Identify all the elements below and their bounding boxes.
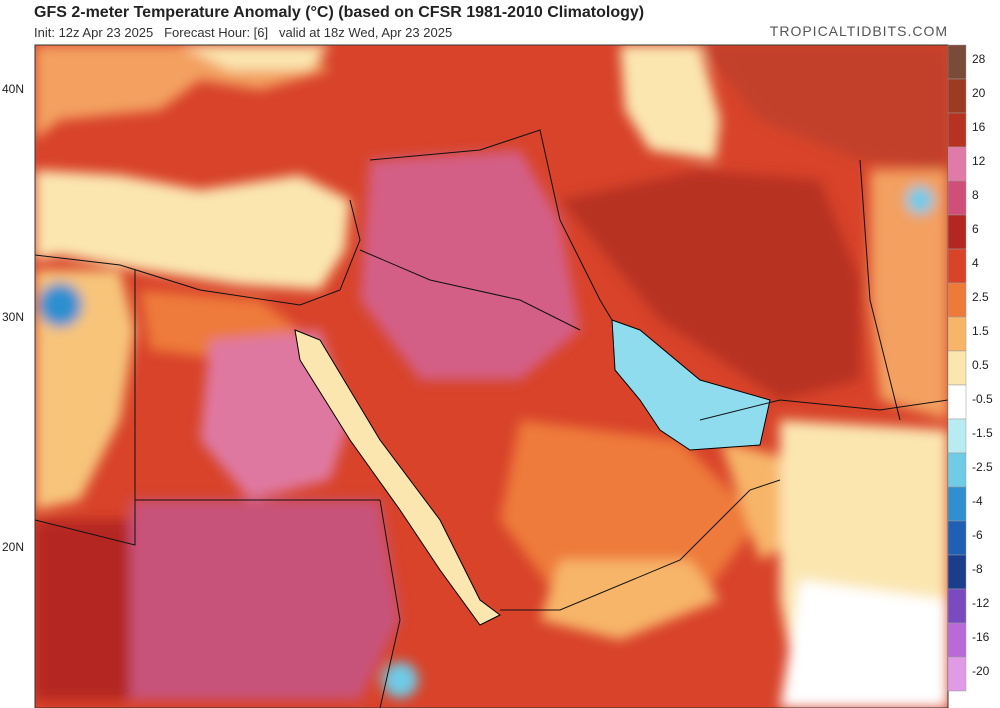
title: GFS 2-meter Temperature Anomaly (°C) (ba… <box>34 4 645 21</box>
cool-spot <box>38 283 82 327</box>
colorbar-swatch <box>947 418 967 454</box>
caspian-sea <box>620 45 720 160</box>
border <box>35 270 136 546</box>
border <box>379 499 401 708</box>
colorbar-swatch <box>947 78 967 114</box>
lat-label: 40N <box>2 82 25 96</box>
arabia-south <box>500 420 760 600</box>
source: TROPICALTIDBITS.COM <box>769 23 948 39</box>
persian-gulf <box>611 319 771 451</box>
colorbar-label: -20 <box>972 664 990 678</box>
colorbar-swatch <box>947 350 967 386</box>
colorbar-label: 28 <box>972 52 986 66</box>
colorbar-label: -6 <box>972 528 983 542</box>
colorbar-swatch <box>947 384 967 420</box>
colorbar-label: -1.5 <box>972 426 993 440</box>
colorbar-label: -0.5 <box>972 392 993 406</box>
anomaly-area <box>700 45 948 170</box>
iran-warm <box>560 170 860 400</box>
colorbar-swatch <box>947 180 967 216</box>
colorbar-swatch <box>947 44 967 80</box>
red-sea <box>294 329 501 626</box>
colorbar-label: 2.5 <box>972 290 989 304</box>
cool-spot <box>382 662 418 698</box>
colorbar-label: 0.5 <box>972 358 989 372</box>
colorbar-label: 6 <box>972 222 979 236</box>
borders <box>35 129 948 708</box>
colorbar-swatch <box>947 146 967 182</box>
black-sea <box>180 45 330 70</box>
cool-spot <box>906 186 934 214</box>
colorbar-swatch <box>947 112 967 148</box>
border <box>369 129 613 321</box>
colorbar-label: -8 <box>972 562 983 576</box>
colorbar-swatch <box>947 588 967 624</box>
colorbar-label: 8 <box>972 188 979 202</box>
arabian-sea <box>780 580 948 708</box>
map-field <box>35 45 948 708</box>
colorbar-swatch <box>947 622 967 658</box>
colorbar-swatch <box>947 316 967 352</box>
colorbar-label: 4 <box>972 256 979 270</box>
anomaly-area <box>35 520 130 700</box>
colorbar-label: 16 <box>972 120 986 134</box>
sudan-warm <box>130 500 400 700</box>
colorbar-label: 1.5 <box>972 324 989 338</box>
colorbar-swatch <box>947 520 967 556</box>
yemen-area <box>540 560 720 640</box>
colorbar-swatch <box>947 486 967 522</box>
colorbar-label: 20 <box>972 86 986 100</box>
colorbar-swatch <box>947 248 967 284</box>
colorbar-label: -12 <box>972 596 990 610</box>
colorbar-swatch <box>947 656 967 692</box>
colorbar-swatch <box>947 554 967 590</box>
colorbar-label: -2.5 <box>972 460 993 474</box>
colorbar-swatch <box>947 214 967 250</box>
colorbar: 28 20 16 12 8 6 4 2.5 1.5 0.5 -0.5 -1.5 -2.5 -4 -6 -8 -1… <box>947 44 993 692</box>
libya-area <box>35 270 135 510</box>
subtitle: Init: 12z Apr 23 2025 Forecast Hour: [6]… <box>34 25 453 40</box>
colorbar-label: 12 <box>972 154 986 168</box>
iraq-warm <box>360 150 580 380</box>
border <box>359 249 581 331</box>
pakistan-area <box>870 170 948 420</box>
colorbar-swatch <box>947 452 967 488</box>
mediterranean <box>35 170 350 290</box>
border <box>699 399 948 421</box>
border <box>500 479 781 611</box>
lat-label: 20N <box>2 540 25 554</box>
colorbar-swatch <box>947 282 967 318</box>
lat-label: 30N <box>2 310 25 324</box>
coastline <box>35 199 361 306</box>
border <box>859 159 901 421</box>
colorbar-label: -4 <box>972 494 983 508</box>
colorbar-label: -16 <box>972 630 990 644</box>
